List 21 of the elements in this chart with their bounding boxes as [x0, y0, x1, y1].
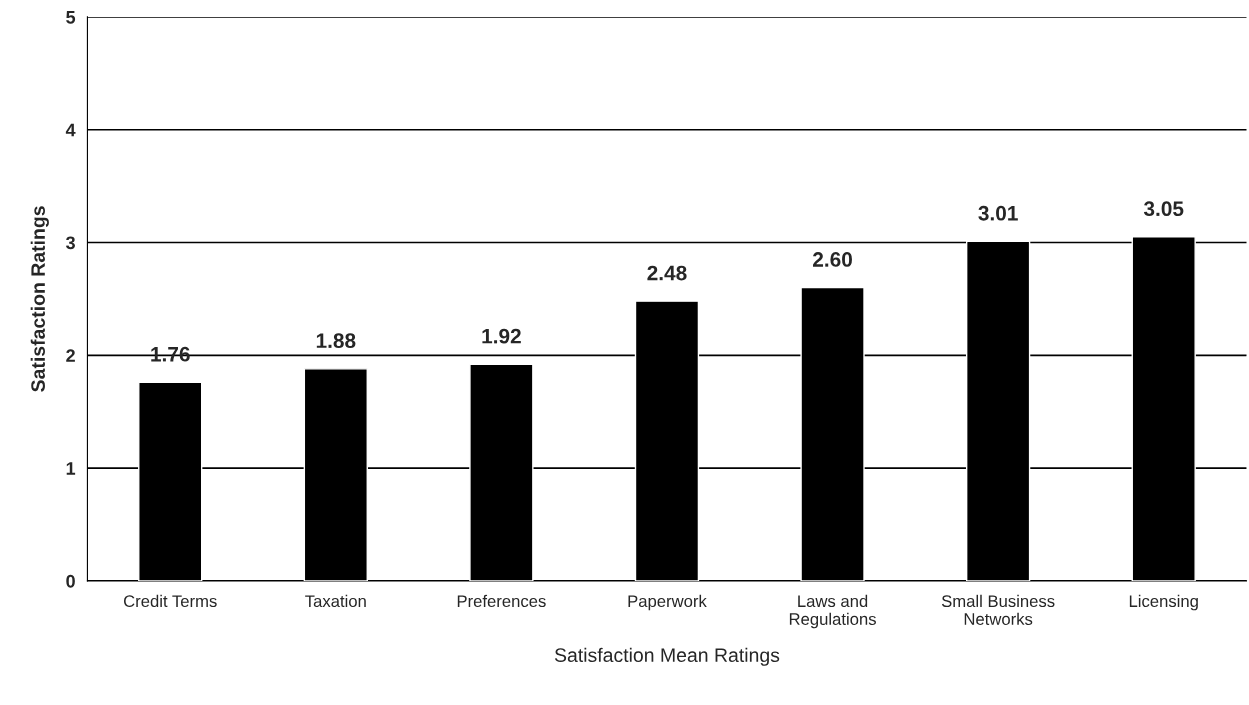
y-axis-title: Satisfaction Ratings: [30, 206, 49, 392]
data-label: 1.88: [316, 333, 356, 349]
x-tick-label: Laws and Regulations: [789, 594, 876, 629]
data-label: 2.60: [813, 252, 852, 267]
x-axis-title: Satisfaction Mean Ratings: [554, 647, 780, 666]
y-tick-label: 1: [66, 462, 76, 475]
x-tick-label: Small Business Networks: [941, 594, 1055, 625]
y-tick-label: 5: [66, 11, 76, 24]
y-tick-label: 2: [66, 349, 75, 362]
y-tick-label: 3: [66, 236, 75, 250]
x-tick-label: Preferences: [457, 594, 546, 608]
data-label: 3.01: [978, 205, 1018, 221]
data-label: 1.92: [482, 328, 521, 344]
data-label: 2.48: [647, 265, 687, 281]
x-tick-label: Licensing: [1129, 594, 1198, 611]
y-tick-label: 0: [66, 574, 75, 588]
x-tick-label: Paperwork: [628, 594, 707, 611]
x-tick-label: Taxation: [305, 594, 366, 608]
x-tick-label: Credit Terms: [123, 594, 217, 608]
data-label: 3.05: [1143, 201, 1184, 217]
y-tick-label: 4: [65, 123, 76, 137]
